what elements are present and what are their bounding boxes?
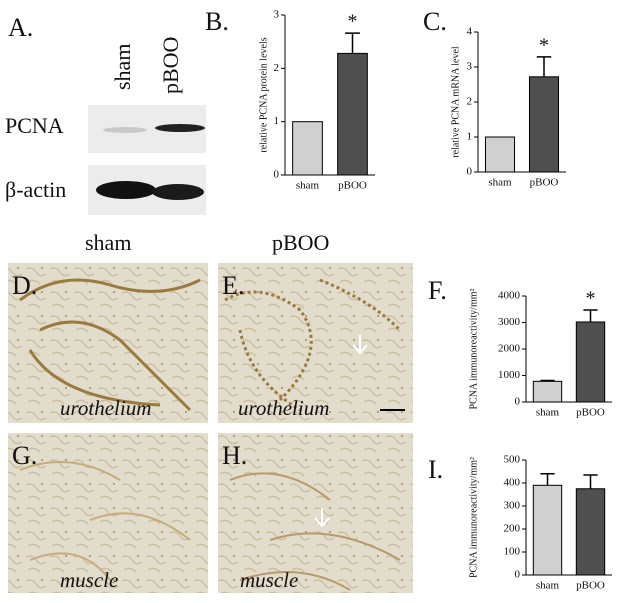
x-tick-label: pBOO	[576, 580, 605, 592]
tissue-edge	[224, 278, 402, 412]
x-tick-label: sham	[536, 407, 560, 419]
error-bar	[583, 474, 598, 489]
y-axis-label: PCNA immunoreactivity/mm²	[468, 457, 479, 578]
bar	[532, 484, 563, 576]
bar	[292, 121, 323, 176]
x-tick-label: sham	[488, 177, 512, 189]
blot-band	[96, 181, 156, 199]
panel-label: B.	[205, 7, 229, 36]
blot-row-label: PCNA	[5, 113, 64, 138]
column-header: pBOO	[272, 230, 329, 255]
y-tick-label: 0	[467, 166, 473, 178]
y-tick-label: 2	[274, 62, 280, 74]
y-axis-label: PCNA immunoreactivity/mm²	[468, 288, 479, 409]
significance-mark: *	[586, 288, 596, 310]
y-tick-label: 100	[504, 546, 521, 558]
y-tick-label: 2	[467, 96, 473, 108]
error-bar	[540, 473, 555, 486]
bar	[575, 321, 606, 403]
blot-band	[103, 127, 147, 133]
x-tick-label: sham	[536, 580, 560, 592]
y-tick-label: 1	[467, 131, 473, 143]
tissue-label: muscle	[240, 568, 298, 592]
bar	[337, 52, 368, 176]
tissue-label: muscle	[60, 568, 118, 592]
error-bar	[345, 32, 360, 54]
tissue-edge	[19, 461, 191, 581]
y-tick-label: 3000	[498, 316, 521, 328]
tissue-label: urothelium	[60, 396, 151, 420]
blot-band	[155, 124, 205, 132]
panel-label: D.	[12, 271, 37, 300]
y-tick-label: 0	[274, 169, 280, 181]
y-axis-label: relative PCNA protein levels	[258, 37, 269, 152]
error-bar	[536, 56, 552, 77]
panel-label: F.	[428, 276, 447, 305]
tissue-edge	[229, 472, 401, 591]
arrow	[314, 508, 330, 528]
y-tick-label: 500	[504, 454, 521, 466]
x-tick-label: pBOO	[576, 407, 605, 419]
bar	[575, 488, 606, 576]
significance-mark: *	[539, 34, 549, 56]
bar	[532, 380, 563, 403]
bar	[484, 136, 516, 173]
y-tick-label: 3	[467, 61, 473, 73]
x-tick-label: pBOO	[530, 177, 559, 189]
error-bar	[583, 309, 598, 322]
significance-mark: *	[348, 11, 358, 33]
tissue-label: urothelium	[238, 396, 329, 420]
x-tick-label: pBOO	[338, 180, 367, 192]
y-tick-label: 400	[504, 477, 521, 489]
y-axis-label: relative PCNA mRNA level	[450, 46, 461, 158]
micrograph	[218, 433, 413, 593]
y-tick-label: 0	[515, 569, 521, 581]
bar	[528, 76, 560, 173]
arrow	[352, 335, 368, 355]
lane-label: sham	[110, 44, 135, 90]
y-tick-label: 3	[274, 9, 280, 21]
micrograph	[218, 263, 413, 423]
lane-label: pBOO	[158, 37, 183, 94]
panel-label: I.	[428, 455, 443, 484]
panel-label: C.	[423, 7, 447, 36]
y-tick-label: 1000	[498, 369, 521, 381]
error-bar	[540, 379, 555, 382]
y-tick-label: 1	[274, 115, 280, 127]
blot-band	[152, 184, 204, 200]
y-tick-label: 4000	[498, 290, 521, 302]
panel-label: G.	[12, 441, 37, 470]
panel-label: H.	[222, 441, 247, 470]
panel-label: A.	[8, 13, 33, 42]
blot-row-label: β-actin	[5, 177, 66, 202]
y-tick-label: 2000	[498, 343, 521, 355]
micrograph	[8, 433, 208, 593]
x-tick-label: sham	[296, 180, 320, 192]
column-header: sham	[85, 230, 131, 255]
tissue-edge	[19, 278, 201, 412]
y-tick-label: 0	[515, 396, 521, 408]
panel-label: E.	[222, 271, 244, 300]
y-tick-label: 4	[467, 26, 473, 38]
y-tick-label: 300	[504, 500, 521, 512]
y-tick-label: 200	[504, 523, 521, 535]
